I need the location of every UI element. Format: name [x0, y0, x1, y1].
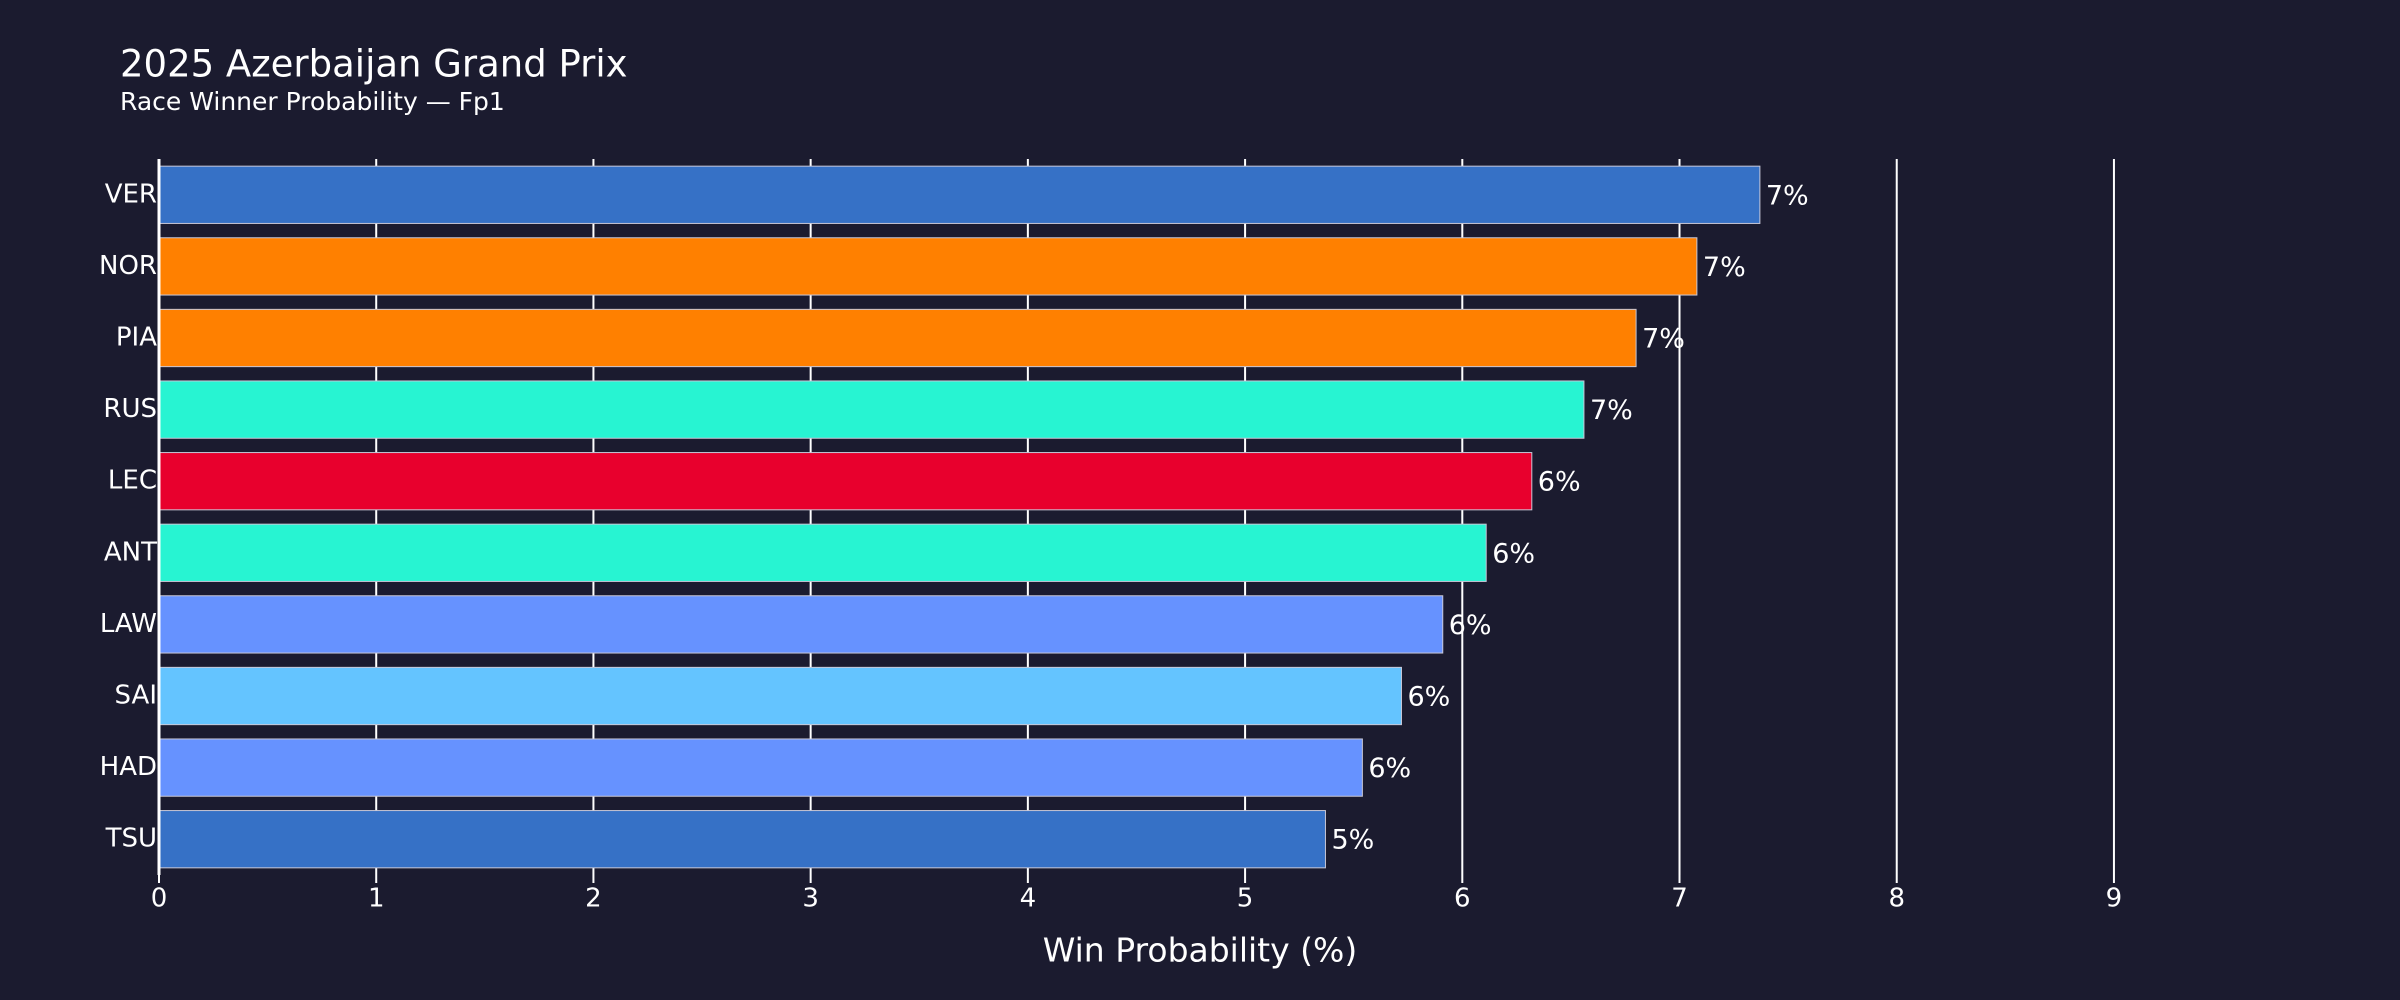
y-tick-label: LAW: [100, 609, 157, 639]
x-axis-title: Win Probability (%): [1043, 931, 1358, 970]
y-tick-label: HAD: [100, 752, 157, 782]
x-tick-label: 9: [2106, 884, 2123, 914]
x-tick-label: 7: [1671, 884, 1688, 914]
bar: [158, 595, 1444, 654]
chart-title: 2025 Azerbaijan Grand Prix: [120, 43, 628, 86]
bar: [158, 308, 1637, 368]
value-label: 6%: [1407, 682, 1450, 713]
y-tick-label: ANT: [104, 537, 157, 567]
x-tick-label: 3: [802, 884, 819, 914]
x-tick-label: 5: [1237, 884, 1254, 914]
value-label: 7%: [1703, 252, 1746, 283]
y-tick-label: LEC: [108, 466, 157, 496]
bar: [158, 523, 1487, 582]
bar: [158, 810, 1326, 869]
y-tick-label: SAI: [115, 681, 157, 711]
x-tick-label: 4: [1020, 884, 1037, 914]
value-label: 6%: [1492, 538, 1535, 569]
value-label: 6%: [1368, 753, 1411, 784]
value-label: 7%: [1590, 395, 1633, 426]
y-tick-label: TSU: [105, 824, 157, 854]
x-tick-label: 8: [1888, 884, 1905, 914]
y-tick-label: NOR: [99, 251, 157, 281]
x-tick-label: 2: [585, 884, 602, 914]
bar: [158, 380, 1585, 439]
x-tick-label: 1: [368, 884, 385, 914]
bar: [158, 165, 1761, 224]
bar: [158, 666, 1402, 726]
bar: [158, 738, 1363, 797]
value-label: 5%: [1331, 825, 1374, 856]
value-label: 6%: [1449, 610, 1492, 641]
y-tick-label: PIA: [116, 323, 157, 353]
bar: [158, 237, 1698, 296]
value-label: 7%: [1642, 324, 1685, 355]
x-tick-label: 6: [1454, 884, 1471, 914]
value-label: 6%: [1538, 467, 1581, 498]
x-tick-label: 0: [151, 884, 168, 914]
y-tick-label: RUS: [103, 394, 157, 424]
chart-subtitle: Race Winner Probability — Fp1: [120, 87, 505, 116]
value-label: 7%: [1766, 180, 1809, 211]
bar: [158, 452, 1533, 511]
y-tick-label: VER: [105, 179, 157, 209]
